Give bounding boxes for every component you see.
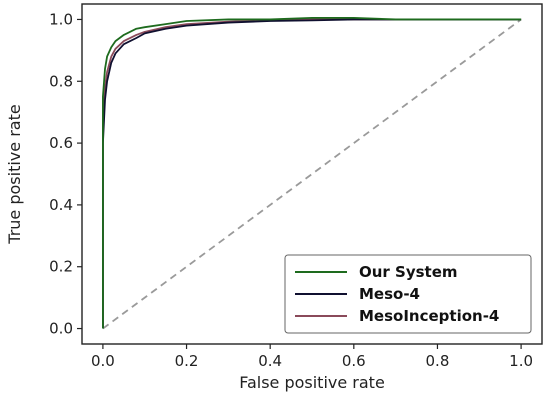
y-tick-label: 1.0 <box>49 10 73 28</box>
legend-entry: Meso-4 <box>359 285 420 303</box>
y-tick-label: 0.4 <box>49 196 73 214</box>
x-tick-label: 0.8 <box>426 352 450 370</box>
x-axis-label: False positive rate <box>239 373 385 392</box>
y-tick-label: 0.6 <box>49 134 73 152</box>
x-tick-label: 0.4 <box>258 352 282 370</box>
series-line-meso-4 <box>102 18 522 329</box>
x-tick-label: 0.6 <box>342 352 366 370</box>
axes-frame <box>81 3 543 345</box>
y-axis-label: True positive rate <box>5 104 24 244</box>
series-line-our-system <box>102 17 522 329</box>
y-tick-label: 0.0 <box>49 320 73 338</box>
legend-entry: MesoInception-4 <box>359 307 499 325</box>
y-tick-label: 0.8 <box>49 72 73 90</box>
x-tick-label: 0.2 <box>175 352 199 370</box>
y-tick-label: 0.2 <box>49 258 73 276</box>
legend-entry: Our System <box>359 263 458 281</box>
plot-area <box>102 17 522 330</box>
axes: 0.0 0.2 0.4 0.6 0.8 1.0 0.0 0.2 0.4 0.6 0.8 1.0 Fals… <box>5 3 543 392</box>
legend-box <box>284 254 532 334</box>
x-tick-label: 1.0 <box>509 352 533 370</box>
x-tick-label: 0.0 <box>91 352 115 370</box>
chance-diagonal-line <box>102 18 522 330</box>
legend: Our System Meso-4 MesoInception-4 <box>284 254 532 334</box>
